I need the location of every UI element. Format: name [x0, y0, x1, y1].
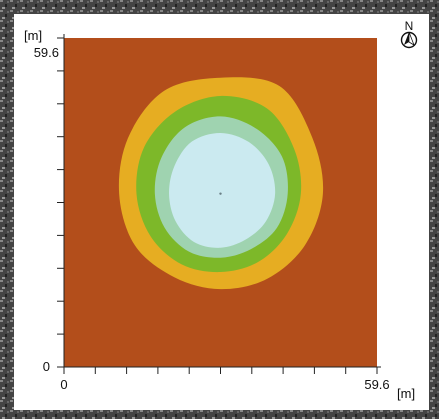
- axes-layer: 0 59.6 0 59.6: [34, 34, 390, 392]
- x-tick-label: 0: [60, 377, 67, 392]
- north-arrow-icon: N: [400, 19, 418, 49]
- zones-layer: [64, 38, 377, 367]
- y-axis-unit: [m]: [24, 28, 43, 43]
- zone-4: [169, 132, 276, 248]
- x-tick-label: 59.6: [364, 377, 389, 392]
- y-tick-label: 59.6: [34, 45, 59, 60]
- center-marker: [219, 192, 222, 195]
- x-axis-unit: [m]: [397, 386, 416, 401]
- y-tick-label: 0: [43, 359, 50, 374]
- north-label: N: [405, 19, 414, 33]
